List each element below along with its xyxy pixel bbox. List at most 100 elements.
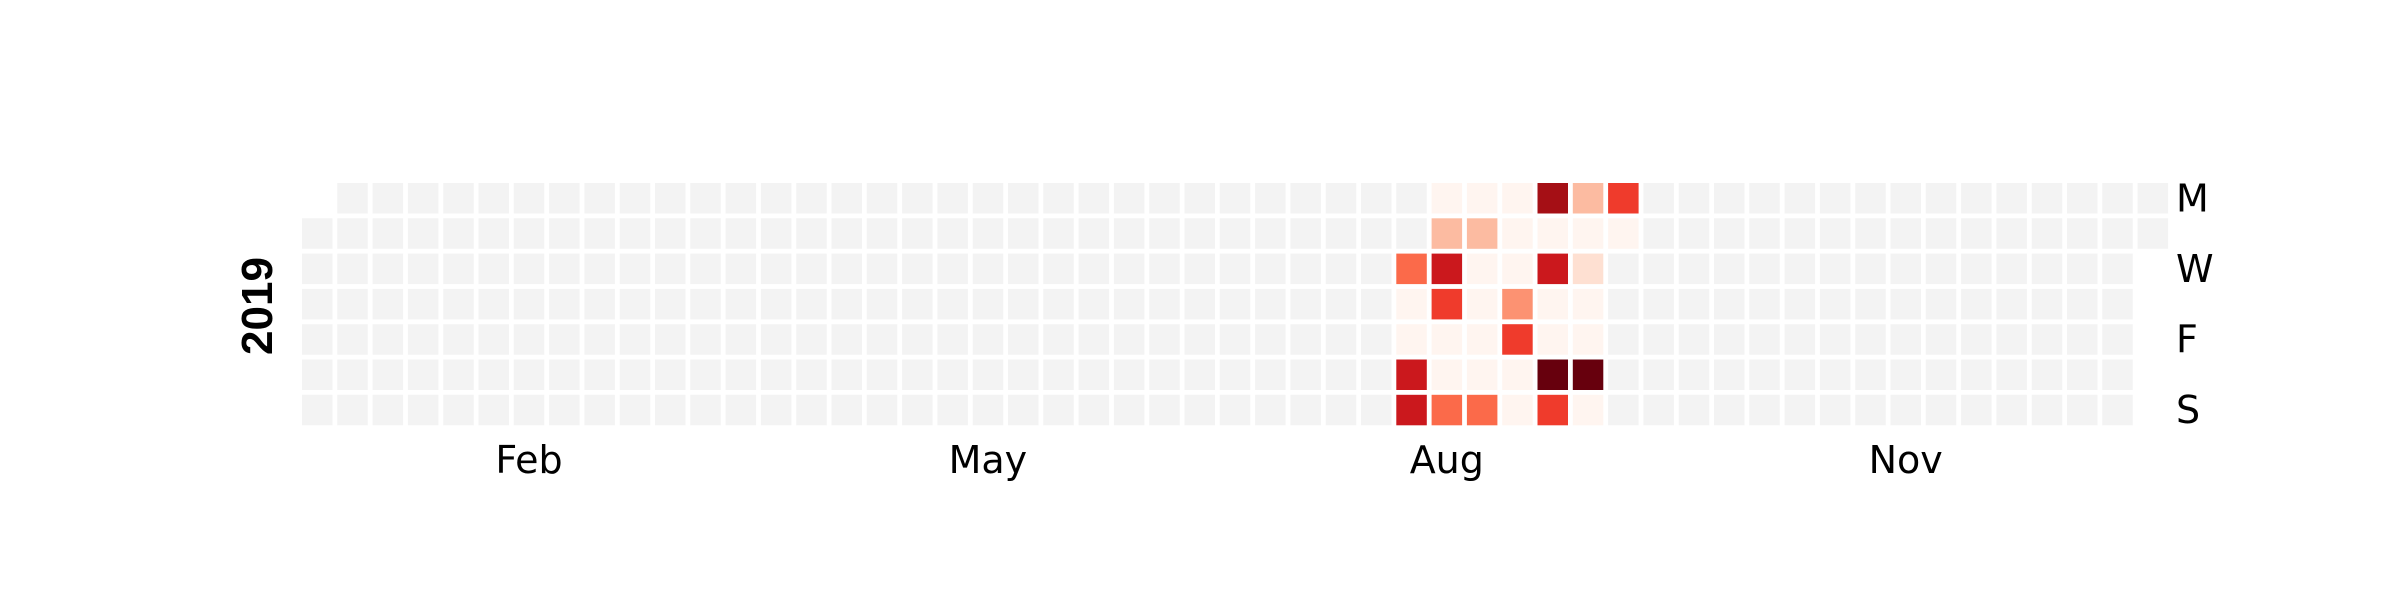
heatmap-cell-empty — [1255, 288, 1286, 320]
heatmap-cell-empty — [2102, 183, 2133, 214]
heatmap-cell-empty — [1996, 324, 2027, 355]
heatmap-cell — [1431, 288, 1463, 320]
heatmap-cell-empty — [866, 288, 898, 320]
heatmap-cell-empty — [1219, 183, 1251, 214]
heatmap-cell-empty — [302, 218, 333, 249]
heatmap-cell-empty — [1290, 253, 1321, 285]
heatmap-cell — [1537, 394, 1568, 426]
heatmap-cell-empty — [1219, 359, 1251, 390]
heatmap-cell-empty — [407, 394, 439, 426]
heatmap-cell-empty — [902, 359, 933, 390]
heatmap-cell — [1572, 288, 1604, 320]
heatmap-cell-empty — [1855, 359, 1886, 390]
heatmap-cell-empty — [1855, 394, 1886, 426]
heatmap-cell-empty — [1149, 359, 1180, 390]
heatmap-cell-empty — [1749, 218, 1780, 249]
heatmap-cell-empty — [760, 288, 792, 320]
heatmap-cell-empty — [796, 253, 827, 285]
heatmap-cell-empty — [831, 288, 862, 320]
heatmap-cell-empty — [725, 183, 757, 214]
heatmap-cell-empty — [1361, 324, 1392, 355]
heatmap-cell-empty — [972, 324, 1004, 355]
heatmap-cell — [1572, 218, 1604, 249]
heatmap-cell-empty — [1361, 394, 1392, 426]
heatmap-cell-empty — [549, 253, 580, 285]
heatmap-cell-empty — [1784, 253, 1816, 285]
heatmap-cell-empty — [584, 288, 615, 320]
heatmap-cell-empty — [1855, 183, 1886, 214]
heatmap-cell-empty — [1925, 183, 1957, 214]
heatmap-cell-empty — [372, 394, 404, 426]
heatmap-cell — [1431, 183, 1463, 214]
heatmap-cell-empty — [1008, 394, 1039, 426]
heatmap-cell-empty — [1078, 324, 1110, 355]
heatmap-cell-empty — [513, 253, 545, 285]
heatmap-cell-empty — [549, 183, 580, 214]
heatmap-cell-empty — [372, 253, 404, 285]
heatmap-cell-empty — [1290, 359, 1321, 390]
heatmap-cell-empty — [902, 218, 933, 249]
heatmap-cell-empty — [1113, 218, 1145, 249]
heatmap-cell-empty — [655, 253, 686, 285]
heatmap-cell — [1502, 253, 1533, 285]
heatmap-cell-empty — [584, 324, 615, 355]
heatmap-cell — [1396, 359, 1427, 390]
heatmap-cell-empty — [972, 218, 1004, 249]
heatmap-cell — [1396, 288, 1427, 320]
heatmap-cell-empty — [478, 324, 509, 355]
heatmap-cell — [1466, 359, 1498, 390]
heatmap-cell-empty — [1608, 288, 1639, 320]
heatmap-cell-empty — [866, 253, 898, 285]
heatmap-cell-empty — [1749, 394, 1780, 426]
heatmap-cell — [1431, 253, 1463, 285]
heatmap-cell-empty — [1608, 324, 1639, 355]
heatmap-cell-empty — [655, 218, 686, 249]
heatmap-cell-empty — [1855, 218, 1886, 249]
heatmap-cell-empty — [1149, 183, 1180, 214]
heatmap-cell-empty — [690, 288, 721, 320]
heatmap-cell — [1502, 394, 1533, 426]
heatmap-cell-empty — [372, 288, 404, 320]
heatmap-cell-empty — [1996, 253, 2027, 285]
heatmap-cell-empty — [1714, 394, 1745, 426]
heatmap-cell-empty — [1996, 183, 2027, 214]
heatmap-cell-empty — [1255, 218, 1286, 249]
heatmap-cell-empty — [443, 324, 474, 355]
heatmap-cell-empty — [1925, 324, 1957, 355]
heatmap-cell-empty — [655, 394, 686, 426]
heatmap-cell-empty — [1714, 324, 1745, 355]
heatmap-cell-empty — [1219, 253, 1251, 285]
heatmap-cell-empty — [1325, 359, 1357, 390]
heatmap-cell — [1572, 253, 1604, 285]
heatmap-cell-empty — [549, 359, 580, 390]
heatmap-cell-empty — [1784, 359, 1816, 390]
heatmap-cell-empty — [1290, 288, 1321, 320]
heatmap-cell-empty — [1184, 253, 1215, 285]
heatmap-cell-empty — [972, 394, 1004, 426]
heatmap-cell-empty — [1890, 394, 1921, 426]
heatmap-cell-empty — [2102, 253, 2133, 285]
heatmap-cell-empty — [1643, 359, 1674, 390]
heatmap-cell-empty — [1749, 359, 1780, 390]
heatmap-cell-empty — [760, 183, 792, 214]
heatmap-cell-empty — [1608, 359, 1639, 390]
heatmap-cell-empty — [1149, 394, 1180, 426]
heatmap-cell-empty — [1678, 359, 1710, 390]
heatmap-cell-empty — [1184, 359, 1215, 390]
heatmap-cell-empty — [337, 359, 368, 390]
heatmap-cell-empty — [1043, 359, 1074, 390]
heatmap-cell-empty — [549, 324, 580, 355]
heatmap-cell-empty — [1961, 218, 1992, 249]
heatmap-cell-empty — [478, 218, 509, 249]
heatmap-cell-empty — [1078, 218, 1110, 249]
heatmap-cell-empty — [866, 394, 898, 426]
heatmap-cell-empty — [584, 394, 615, 426]
heatmap-cell-empty — [760, 394, 792, 426]
heatmap-cell — [1466, 253, 1498, 285]
heatmap-cell-empty — [2031, 324, 2063, 355]
heatmap-cell-empty — [1714, 183, 1745, 214]
heatmap-cell-empty — [1819, 324, 1851, 355]
heatmap-cell — [1572, 324, 1604, 355]
heatmap-cell-empty — [1714, 218, 1745, 249]
